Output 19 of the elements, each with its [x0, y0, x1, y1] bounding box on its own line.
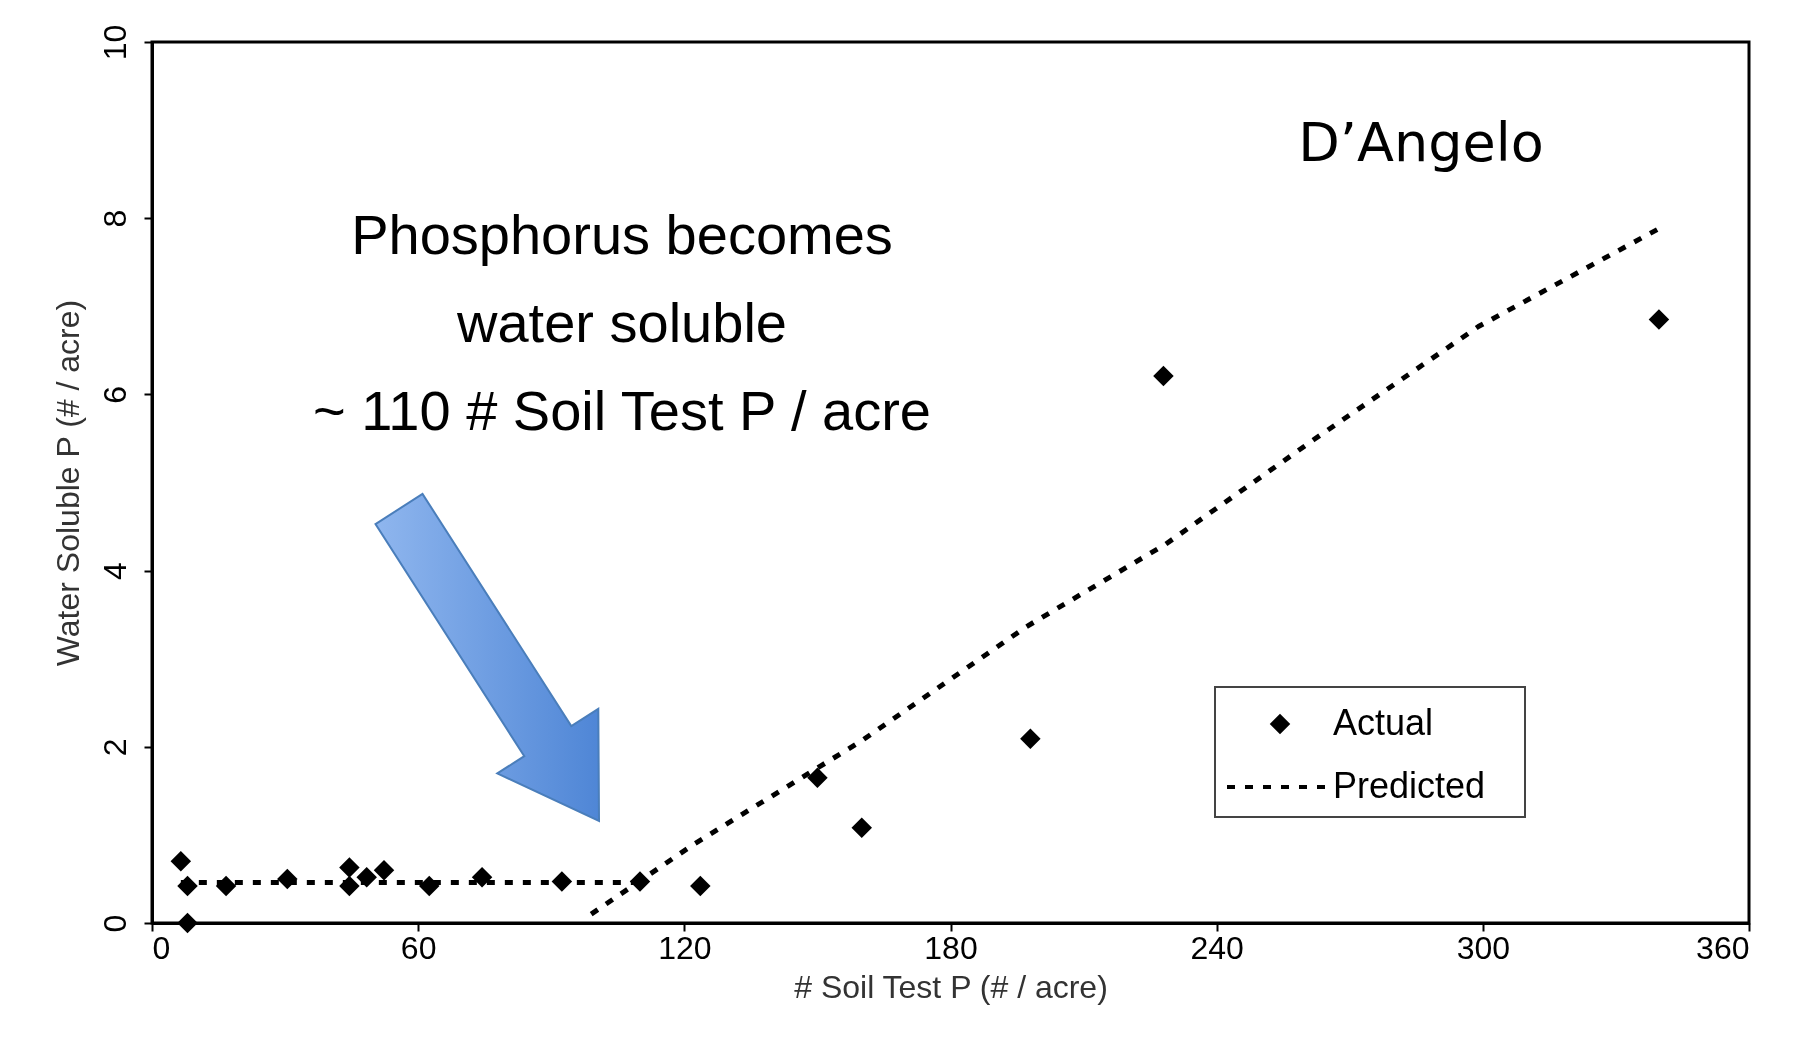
y-axis-title: Water Soluble P (# / acre)	[49, 299, 86, 667]
x-tick-label: 240	[1190, 929, 1244, 966]
x-tick-label: 180	[924, 929, 978, 966]
y-tick-label: 6	[96, 386, 133, 404]
y-tick-label: 4	[96, 562, 133, 580]
y-tick-label: 10	[96, 24, 133, 61]
x-tick-label: 300	[1456, 929, 1511, 966]
annotation: Phosphorus becomes water soluble ~ 110 # Soil Test P / acre	[313, 203, 931, 442]
legend-label: Actual	[1333, 702, 1434, 743]
y-tick-label: 2	[96, 738, 133, 757]
x-tick-label: 60	[400, 929, 437, 966]
x-tick-label: 360	[1696, 929, 1750, 966]
y-tick-label: 0	[96, 914, 133, 933]
annotation: D’Angelo	[1298, 111, 1544, 174]
y-tick-label: 8	[96, 209, 133, 228]
x-tick-label: 0	[152, 929, 171, 966]
x-axis-title: # Soil Test P (# / acre)	[794, 968, 1108, 1005]
x-tick-label: 120	[658, 929, 712, 966]
legend-label: Predicted	[1333, 765, 1486, 806]
